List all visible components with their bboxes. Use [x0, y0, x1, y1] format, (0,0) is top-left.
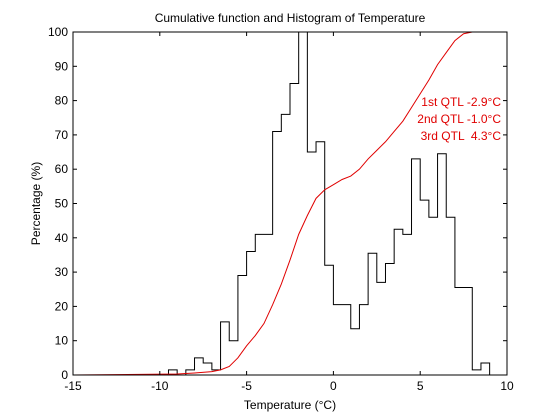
x-tick-label: -10	[151, 379, 169, 393]
x-tick-label: 0	[330, 379, 337, 393]
y-tick-label: 30	[55, 265, 69, 279]
quantile-annotations: 1st QTL -2.9°C 2nd QTL -1.0°C 3rd QTL 4.3°…	[417, 95, 501, 143]
y-tick-label: 0	[61, 368, 68, 382]
x-tick-label: -5	[241, 379, 252, 393]
y-tick-label: 50	[55, 197, 69, 211]
y-tick-label: 10	[55, 334, 69, 348]
y-tick-label: 70	[55, 128, 69, 142]
cumulative-series	[73, 31, 507, 376]
plot-area	[73, 31, 507, 376]
x-tick-label: 10	[500, 379, 514, 393]
chart-title: Cumulative function and Histogram of Tem…	[155, 11, 426, 25]
y-tick-label: 90	[55, 59, 69, 73]
y-tick-label: 20	[55, 299, 69, 313]
y-tick-label: 40	[55, 231, 69, 245]
y-tick-label: 80	[55, 94, 69, 108]
quantile-annotation: 3rd QTL 4.3°C	[421, 129, 502, 143]
x-axis-label: Temperature (°C)	[244, 398, 336, 412]
y-axis-label: Percentage (%)	[29, 162, 43, 245]
y-tick-label: 60	[55, 162, 69, 176]
y-tick-label: 100	[48, 25, 68, 39]
x-tick-label: -15	[64, 379, 82, 393]
x-tick-label: 5	[417, 379, 424, 393]
quantile-annotation: 1st QTL -2.9°C	[421, 95, 501, 109]
quantile-annotation: 2nd QTL -1.0°C	[417, 112, 501, 126]
